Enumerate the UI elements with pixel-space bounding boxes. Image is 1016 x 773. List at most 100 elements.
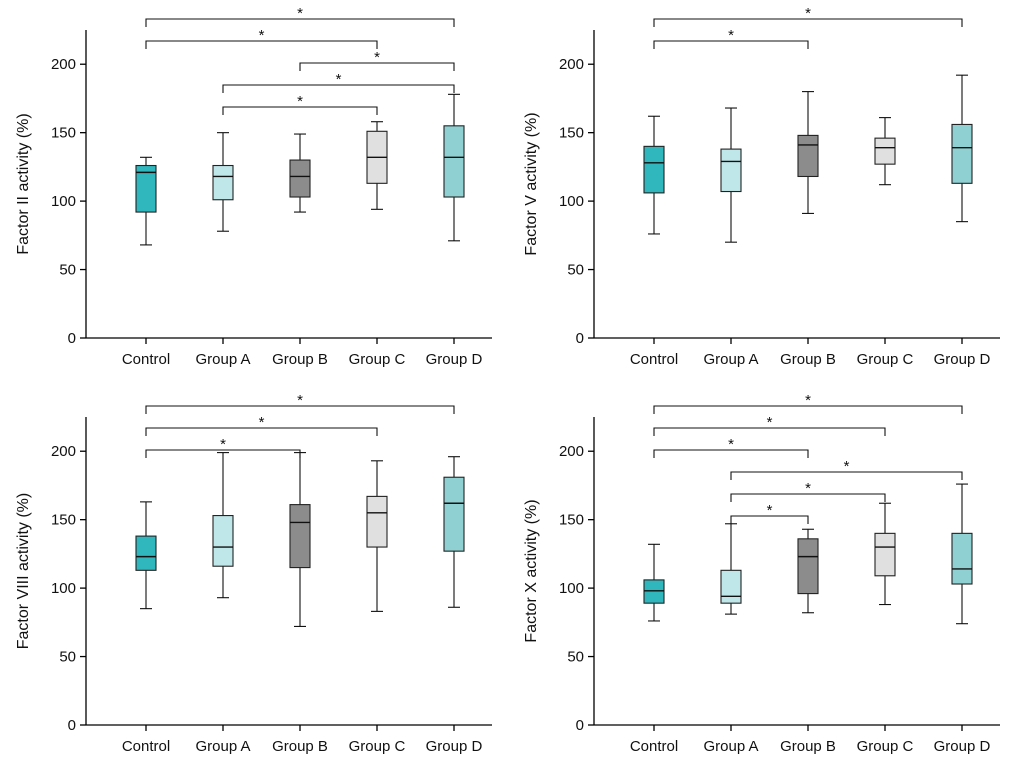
- significance-star: *: [297, 5, 303, 22]
- significance-bracket: *: [653, 5, 963, 27]
- x-tick-label: Control: [122, 351, 170, 368]
- box-group-b: [289, 452, 311, 627]
- x-tick-label: Group B: [272, 351, 328, 368]
- bracket-line: [145, 449, 301, 458]
- factor-v-panel: 0 50 100 150 200 Factor V activity (%) Control…: [508, 0, 1016, 386]
- factor-viii-panel: 0 50 100 150 200 Factor VIII activity (%) Cont…: [0, 387, 508, 773]
- significance-bracket: *: [299, 49, 455, 71]
- x-tick-label: Group A: [195, 351, 250, 368]
- significance-star: *: [336, 71, 342, 88]
- y-tick-label: 200: [559, 443, 584, 460]
- significance-star: *: [728, 27, 734, 44]
- significance-star: *: [805, 480, 811, 497]
- x-tick-label: Group A: [195, 738, 250, 755]
- y-tick-label: 0: [576, 717, 584, 734]
- iqr-box: [951, 532, 973, 585]
- box-group-c: [366, 121, 388, 210]
- iqr-box: [443, 476, 465, 552]
- box-group-d: [443, 456, 465, 608]
- bracket-line: [145, 405, 455, 414]
- significance-bracket: *: [730, 502, 809, 524]
- box-group-a: [212, 452, 234, 599]
- iqr-box: [874, 532, 896, 577]
- y-tick-label: 100: [559, 580, 584, 597]
- box-group-d: [443, 93, 465, 242]
- iqr-box: [797, 134, 819, 178]
- x-tick-label: Group A: [703, 738, 758, 755]
- factor-viii-chart: 0 50 100 150 200 Factor VIII activity (%) Cont…: [15, 392, 492, 755]
- y-tick-label: 200: [51, 56, 76, 73]
- y-tick-label: 0: [68, 717, 76, 734]
- box-control: [643, 115, 665, 235]
- significance-bracket: *: [653, 27, 809, 49]
- significance-star: *: [728, 436, 734, 453]
- iqr-box: [643, 145, 665, 194]
- iqr-box: [289, 159, 311, 198]
- factor-x-panel: 0 50 100 150 200 Factor X activity (%) Control…: [508, 387, 1016, 773]
- significance-star: *: [844, 458, 850, 475]
- significance-bracket: *: [145, 414, 378, 436]
- box-group-a: [720, 107, 742, 243]
- iqr-box: [289, 504, 311, 569]
- iqr-box: [443, 125, 465, 198]
- box-group-b: [289, 133, 311, 213]
- significance-bracket: *: [730, 458, 963, 480]
- x-tick-label: Control: [630, 738, 678, 755]
- iqr-box: [135, 535, 157, 571]
- bracket-line: [653, 18, 963, 27]
- x-tick-label: Group C: [349, 351, 406, 368]
- box-group-b: [797, 528, 819, 614]
- bracket-line: [222, 106, 378, 115]
- significance-star: *: [805, 5, 811, 22]
- significance-bracket: *: [222, 93, 378, 115]
- bracket-line: [145, 18, 455, 27]
- bracket-line: [222, 84, 455, 93]
- significance-star: *: [767, 502, 773, 519]
- iqr-box: [797, 538, 819, 595]
- y-tick-label: 50: [567, 649, 584, 666]
- significance-star: *: [220, 436, 226, 453]
- significance-star: *: [805, 392, 811, 409]
- y-tick-label: 200: [559, 56, 584, 73]
- bracket-line: [653, 40, 809, 49]
- factor-ii-chart: 0 50 100 150 200 Factor II activity (%) Contro…: [15, 5, 492, 368]
- y-tick-label: 150: [51, 512, 76, 529]
- iqr-box: [212, 515, 234, 567]
- significance-bracket: *: [145, 5, 455, 27]
- bracket-line: [730, 493, 886, 502]
- iqr-box: [951, 123, 973, 184]
- x-tick-label: Group A: [703, 351, 758, 368]
- x-tick-label: Group D: [934, 351, 991, 368]
- x-tick-label: Control: [122, 738, 170, 755]
- box-group-c: [874, 502, 896, 606]
- y-tick-label: 50: [59, 262, 76, 279]
- y-tick-label: 50: [59, 649, 76, 666]
- iqr-box: [874, 137, 896, 165]
- box-control: [135, 156, 157, 246]
- x-tick-label: Group B: [780, 351, 836, 368]
- y-tick-label: 100: [559, 193, 584, 210]
- significance-star: *: [374, 49, 380, 66]
- significance-bracket: *: [730, 480, 886, 502]
- significance-star: *: [297, 392, 303, 409]
- iqr-box: [720, 148, 742, 193]
- bracket-line: [730, 515, 809, 524]
- factor-v-chart: 0 50 100 150 200 Factor V activity (%) Control…: [523, 5, 1000, 368]
- bracket-line: [653, 405, 963, 414]
- x-tick-label: Control: [630, 351, 678, 368]
- x-tick-label: Group C: [349, 738, 406, 755]
- factor-x-chart: 0 50 100 150 200 Factor X activity (%) Control…: [523, 392, 1000, 755]
- box-group-c: [874, 117, 896, 186]
- x-tick-label: Group B: [272, 738, 328, 755]
- bracket-line: [653, 449, 809, 458]
- y-axis-label: Factor V activity (%): [523, 112, 540, 255]
- iqr-box: [212, 164, 234, 201]
- significance-star: *: [259, 414, 265, 431]
- bracket-line: [730, 471, 963, 480]
- box-group-d: [951, 74, 973, 223]
- x-tick-label: Group C: [857, 351, 914, 368]
- y-axis-label: Factor X activity (%): [523, 499, 540, 642]
- bracket-line: [145, 40, 378, 49]
- y-axis-label: Factor VIII activity (%): [15, 493, 32, 649]
